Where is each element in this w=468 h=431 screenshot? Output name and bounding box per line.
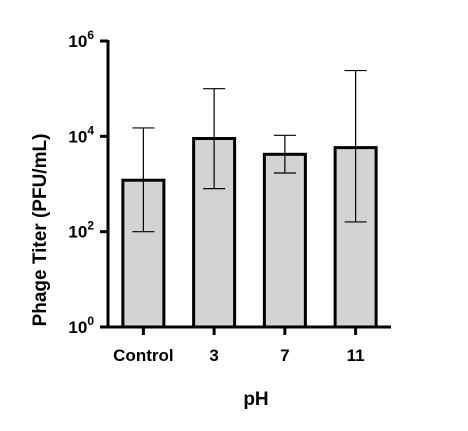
y-tick-label: 104 xyxy=(68,123,94,146)
y-tick-label: 106 xyxy=(68,28,94,51)
x-tick-label: 11 xyxy=(347,346,365,365)
y-axis-title: Phage Titer (PFU/mL) xyxy=(30,134,51,327)
y-tick-label: 100 xyxy=(68,314,94,337)
bar xyxy=(262,152,307,329)
y-tick-label: 102 xyxy=(68,219,94,242)
x-axis-title: pH xyxy=(243,389,268,410)
x-tick-label: 7 xyxy=(280,346,289,365)
x-tick-label: 3 xyxy=(209,346,218,365)
plot-area: 100 102 104 106 Control 3 7 11 xyxy=(68,28,391,365)
x-tick-label: Control xyxy=(113,346,173,365)
